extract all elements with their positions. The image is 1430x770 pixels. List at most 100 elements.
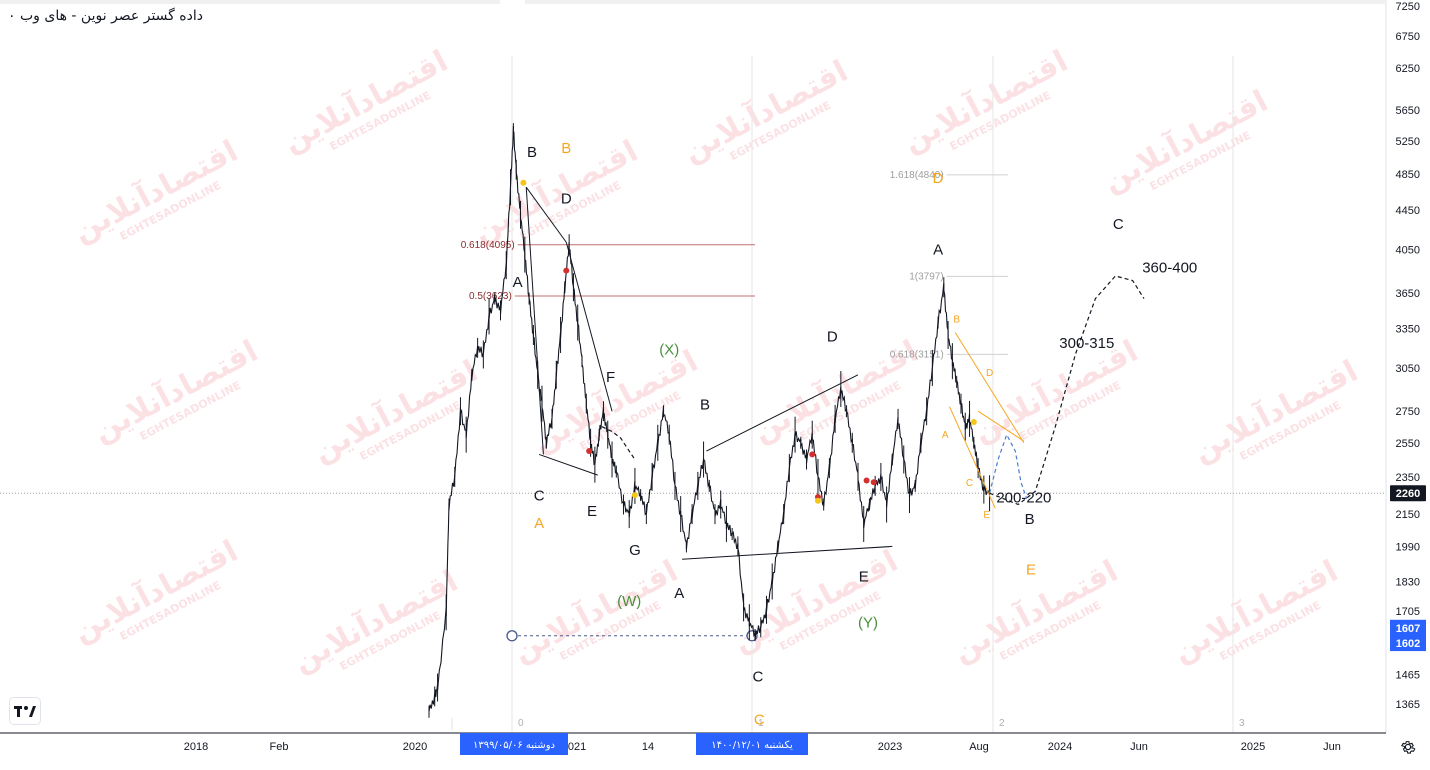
trend-line — [682, 545, 893, 560]
marker-dot — [863, 477, 870, 484]
price-tick-label: 1830 — [1396, 576, 1420, 588]
marker-dot — [520, 179, 527, 186]
projection-path — [601, 426, 636, 460]
time-tick-label: 2018 — [184, 741, 208, 753]
marker-dot — [809, 451, 816, 458]
price-tick-label: 4850 — [1396, 169, 1420, 181]
low-price-label: 1607 — [1396, 623, 1420, 635]
projection-path — [989, 275, 1145, 506]
wave-label: B — [700, 397, 710, 414]
price-tick-label: 3350 — [1396, 324, 1420, 336]
wave-label: C — [754, 711, 765, 728]
price-tick-label: 6750 — [1396, 31, 1420, 43]
top-strip — [0, 0, 500, 4]
price-tick-label: 5250 — [1396, 136, 1420, 148]
trend-line — [525, 186, 567, 243]
price-tick-label: 6250 — [1396, 63, 1420, 75]
time-tick-label: 2023 — [878, 741, 902, 753]
fib-level-label: 1.618(4840) — [890, 170, 944, 181]
wave-label-small: A — [942, 430, 949, 441]
marker-dot — [814, 497, 821, 504]
price-tick-label: 4050 — [1396, 244, 1420, 256]
fib-level-label: 0.618(4095) — [461, 240, 515, 251]
settings-gear-icon[interactable] — [1397, 736, 1419, 758]
wave-label: E — [859, 568, 869, 585]
marker-dot — [586, 448, 593, 455]
time-axis[interactable]: 2018 Feb 2020 2021 14 2023 Aug 2024 Jun 2025 Jun — [184, 741, 1341, 753]
measure-handle[interactable] — [506, 630, 518, 642]
wave-label: D — [827, 328, 838, 345]
low-price-tag — [1390, 635, 1426, 652]
marker-dot — [563, 267, 570, 274]
wave-label: B — [1025, 511, 1035, 528]
price-tick-label: 2350 — [1396, 472, 1420, 484]
wave-label: (X) — [659, 341, 679, 358]
last-price-label: 2260 — [1396, 488, 1420, 500]
price-tick-label: 1365 — [1396, 699, 1420, 711]
price-wicks — [428, 123, 991, 718]
price-axis[interactable]: 7250 6750 6250 5650 5250 4850 4450 4050 3650 3350… — [1396, 1, 1420, 711]
date-tag — [460, 733, 568, 755]
wave-label: 200-220 — [996, 490, 1051, 507]
projection-path — [989, 433, 1028, 499]
date-tag — [696, 733, 808, 755]
wave-label-small: D — [986, 368, 993, 379]
period-label: 0 — [518, 718, 524, 729]
marker-dot — [631, 492, 638, 499]
fib-level-label: 0.5(3623) — [469, 291, 512, 302]
wave-label: D — [933, 170, 944, 187]
time-tick-label: Jun — [1130, 741, 1148, 753]
tradingview-logo-icon[interactable] — [10, 698, 40, 724]
wave-label: 360-400 — [1142, 260, 1197, 277]
price-tick-label: 4450 — [1396, 205, 1420, 217]
time-tick-label: 14 — [642, 741, 654, 753]
chart-title: داده گستر عصر نوین - های وب ۰ — [8, 8, 203, 24]
wave-label: B — [561, 140, 571, 157]
time-tick-label: Jun — [1323, 741, 1341, 753]
fib-level-label: 0.618(3151) — [890, 349, 944, 360]
watermark-layer: اقتصادآنلاینEGHTESADONLINEاقتصادآنلاینEG… — [66, 42, 1363, 680]
wedge-line — [977, 410, 1025, 442]
price-tick-label: 5650 — [1396, 105, 1420, 117]
wave-label: A — [674, 585, 684, 602]
price-tick-label: 3650 — [1396, 288, 1420, 300]
top-strip — [525, 0, 1385, 4]
price-tick-label: 1705 — [1396, 606, 1420, 618]
wave-label: C — [1113, 216, 1124, 233]
time-tick-label: 2024 — [1048, 741, 1072, 753]
period-label: 3 — [1239, 718, 1245, 729]
time-tick-label: 2020 — [403, 741, 427, 753]
time-tick-label: Aug — [969, 741, 989, 753]
marker-dot — [970, 418, 977, 425]
wave-label-small: C — [966, 478, 973, 489]
wave-label: D — [561, 191, 572, 208]
low-price-label: 1602 — [1396, 638, 1420, 650]
date-tag-label: دوشنبه ۱۳۹۹/۰۵/۰۶ — [473, 740, 555, 751]
wave-label: A — [513, 274, 523, 291]
last-price-tag — [1390, 485, 1426, 502]
wave-label: A — [534, 515, 544, 532]
price-tick-label: 2750 — [1396, 406, 1420, 418]
wave-label: 300-315 — [1059, 335, 1114, 352]
date-tag-label: یکشنبه ۱۴۰۰/۱۲/۰۱ — [711, 740, 793, 751]
wave-label: (Y) — [858, 614, 878, 631]
wave-label-small: E — [983, 510, 990, 521]
trend-line — [565, 242, 613, 412]
wave-label: (W) — [617, 593, 641, 610]
price-tick-label: 7250 — [1396, 1, 1420, 13]
wave-label: F — [606, 369, 615, 386]
fib-level-label: 1(3797) — [909, 271, 943, 282]
wedge-line — [949, 406, 996, 509]
price-tick-label: 2550 — [1396, 438, 1420, 450]
